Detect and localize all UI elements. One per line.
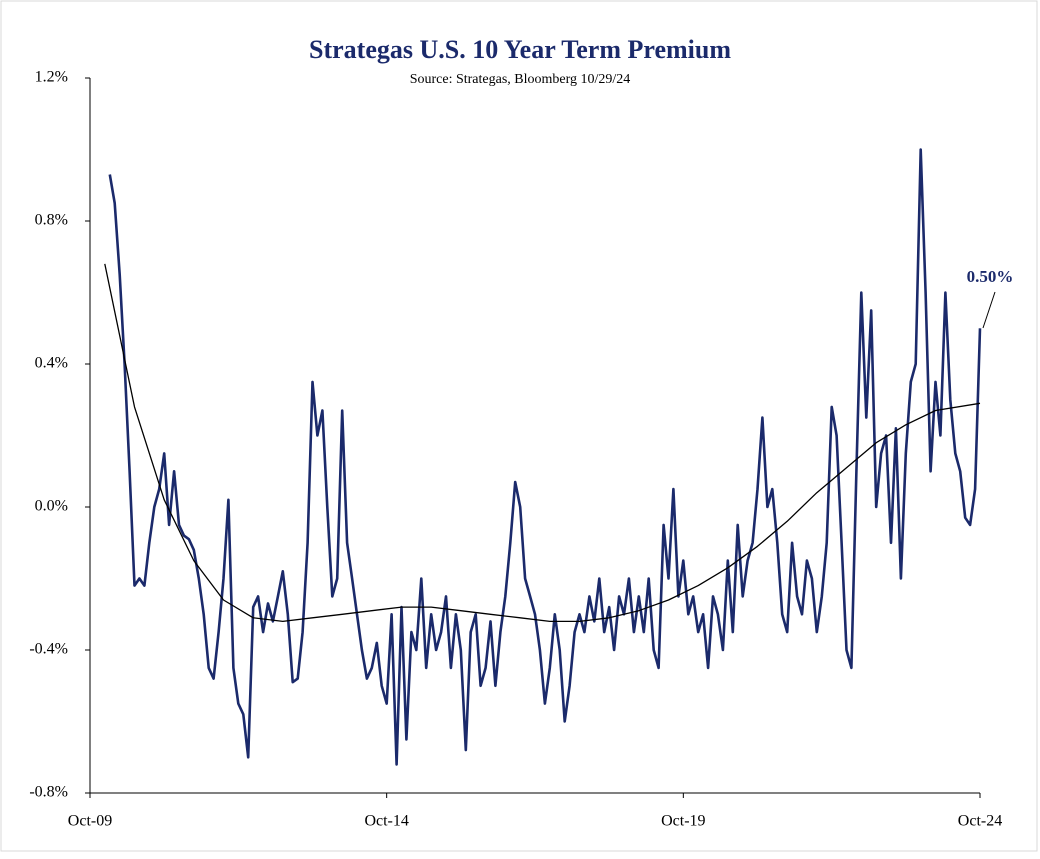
y-tick-label: 0.8% (35, 212, 68, 229)
x-tick-label: Oct-09 (68, 813, 112, 830)
y-tick-label: -0.8% (29, 784, 68, 801)
annotation-leader (982, 291, 996, 329)
y-tick-label: 0.4% (35, 355, 68, 372)
x-tick-label: Oct-14 (364, 813, 408, 830)
chart-subtitle: Source: Strategas, Bloomberg 10/29/24 (410, 72, 631, 87)
series-line (108, 148, 982, 766)
trend-line (104, 263, 981, 623)
y-tick-label: -0.4% (29, 641, 68, 658)
x-tick-label: Oct-19 (661, 813, 705, 830)
x-tick-label: Oct-24 (958, 813, 1002, 830)
annotation: 0.50% (967, 267, 1014, 286)
y-tick-label: 0.0% (35, 498, 68, 515)
y-tick-label: 1.2% (35, 69, 68, 86)
chart-title: Strategas U.S. 10 Year Term Premium (309, 35, 731, 64)
